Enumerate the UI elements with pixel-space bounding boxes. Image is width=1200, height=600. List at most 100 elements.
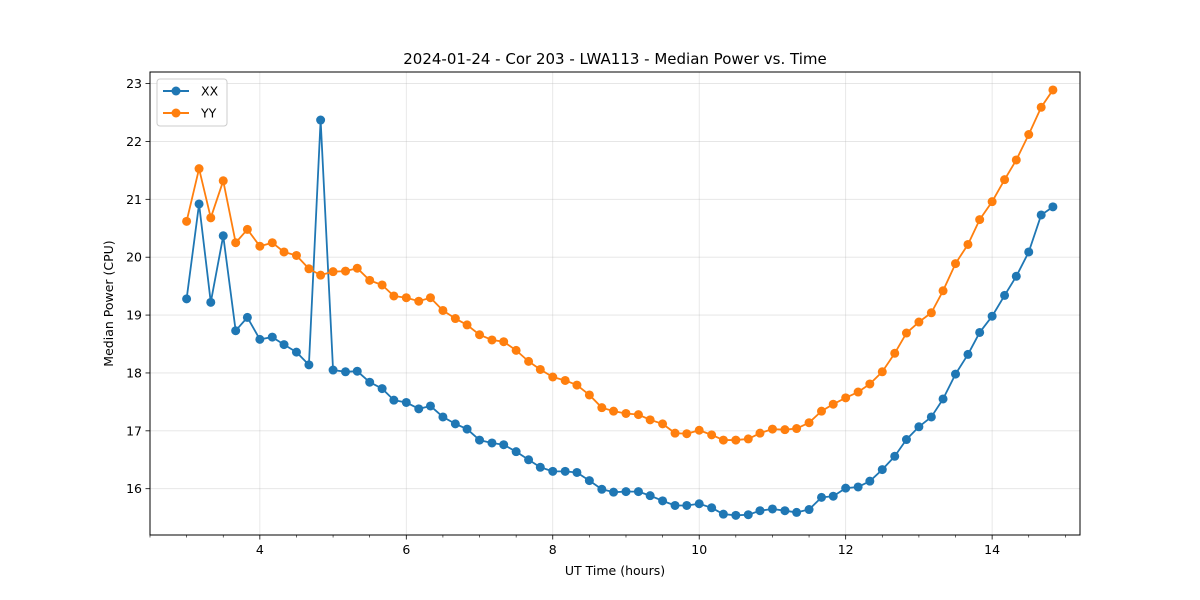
data-point-xx xyxy=(352,366,362,376)
data-point-xx xyxy=(682,500,692,510)
data-point-xx xyxy=(926,412,936,422)
x-axis-label: UT Time (hours) xyxy=(565,563,665,578)
data-point-xx xyxy=(450,419,460,429)
data-point-xx xyxy=(804,505,814,515)
data-point-yy xyxy=(365,275,375,285)
data-point-xx xyxy=(194,199,204,209)
data-point-xx xyxy=(694,499,704,509)
data-point-yy xyxy=(828,399,838,409)
data-point-yy xyxy=(487,335,497,345)
data-point-yy xyxy=(206,213,216,223)
data-point-yy xyxy=(231,238,241,248)
legend: XX YY xyxy=(156,78,228,127)
chart-title: 2024-01-24 - Cor 203 - LWA113 - Median P… xyxy=(403,50,827,68)
data-point-xx xyxy=(425,401,435,411)
y-tick-label: 20 xyxy=(126,250,142,265)
data-point-yy xyxy=(304,264,314,274)
data-point-yy xyxy=(694,425,704,435)
y-tick-label: 22 xyxy=(126,134,142,149)
x-tick-label: 10 xyxy=(691,542,707,557)
x-tick-label: 6 xyxy=(402,542,410,557)
legend-marker-xx xyxy=(171,86,181,96)
data-point-xx xyxy=(743,510,753,520)
data-point-xx xyxy=(255,334,265,344)
data-point-yy xyxy=(584,390,594,400)
data-point-yy xyxy=(890,348,900,358)
data-point-yy xyxy=(609,406,619,416)
data-point-xx xyxy=(1011,271,1021,281)
data-point-yy xyxy=(987,197,997,207)
data-point-yy xyxy=(817,406,826,416)
data-point-yy xyxy=(767,424,777,434)
data-point-yy xyxy=(914,317,924,327)
data-point-yy xyxy=(511,345,521,355)
data-point-xx xyxy=(951,369,961,379)
data-point-yy xyxy=(645,415,655,425)
data-point-yy xyxy=(841,393,851,403)
data-point-xx xyxy=(511,447,521,457)
data-point-yy xyxy=(901,328,911,338)
data-point-xx xyxy=(865,476,875,486)
data-point-xx xyxy=(414,404,424,414)
data-point-yy xyxy=(341,266,351,276)
data-point-yy xyxy=(707,430,717,440)
data-point-yy xyxy=(182,216,192,226)
data-point-xx xyxy=(401,397,411,407)
x-tick-label: 8 xyxy=(549,542,557,557)
data-point-xx xyxy=(901,435,911,445)
data-point-yy xyxy=(1036,102,1046,112)
data-point-xx xyxy=(377,384,387,394)
data-point-xx xyxy=(584,476,594,486)
data-point-xx xyxy=(780,506,790,516)
data-point-yy xyxy=(524,356,534,366)
data-point-xx xyxy=(633,487,643,497)
data-point-yy xyxy=(804,418,814,428)
data-point-xx xyxy=(841,483,851,493)
data-point-yy xyxy=(1024,130,1034,139)
y-axis-label: Median Power (CPU) xyxy=(101,240,116,366)
data-point-xx xyxy=(963,349,973,359)
data-point-xx xyxy=(658,496,668,506)
data-point-xx xyxy=(291,347,301,357)
data-point-xx xyxy=(535,462,545,472)
data-point-xx xyxy=(242,312,252,322)
data-point-xx xyxy=(1024,247,1034,257)
data-point-xx xyxy=(560,466,570,476)
data-point-xx xyxy=(792,507,802,517)
data-point-yy xyxy=(389,291,399,301)
data-point-yy xyxy=(560,375,570,385)
data-point-xx xyxy=(304,360,314,370)
data-point-yy xyxy=(865,379,875,389)
data-point-xx xyxy=(817,492,826,502)
y-tick-label: 19 xyxy=(126,308,142,323)
data-point-yy xyxy=(499,337,509,347)
data-point-xx xyxy=(365,377,375,387)
data-point-xx xyxy=(572,467,582,477)
data-point-yy xyxy=(218,176,228,186)
legend-marker-yy xyxy=(171,108,181,118)
data-point-xx xyxy=(767,504,777,514)
data-point-yy xyxy=(316,270,326,280)
data-point-xx xyxy=(279,340,289,350)
data-point-yy xyxy=(1000,175,1010,185)
data-point-xx xyxy=(890,451,900,461)
data-point-xx xyxy=(182,294,192,304)
data-point-xx xyxy=(645,491,655,501)
data-point-yy xyxy=(194,164,204,174)
data-point-yy xyxy=(548,372,558,382)
grid-lines xyxy=(150,72,1080,535)
data-point-yy xyxy=(853,387,863,397)
data-point-yy xyxy=(658,419,668,429)
data-point-xx xyxy=(670,500,680,510)
data-point-yy xyxy=(755,428,765,438)
data-point-xx xyxy=(597,484,607,494)
data-point-xx xyxy=(206,297,216,307)
data-point-yy xyxy=(572,380,582,390)
data-point-xx xyxy=(938,394,948,404)
data-point-yy xyxy=(450,314,460,324)
data-point-yy xyxy=(377,280,387,290)
data-point-yy xyxy=(242,224,252,234)
data-point-yy xyxy=(535,364,545,374)
data-point-yy xyxy=(633,410,643,420)
